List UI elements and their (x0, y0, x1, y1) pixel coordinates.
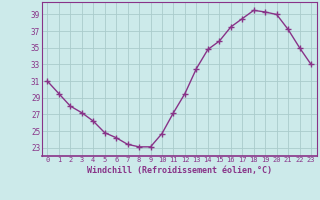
X-axis label: Windchill (Refroidissement éolien,°C): Windchill (Refroidissement éolien,°C) (87, 166, 272, 175)
